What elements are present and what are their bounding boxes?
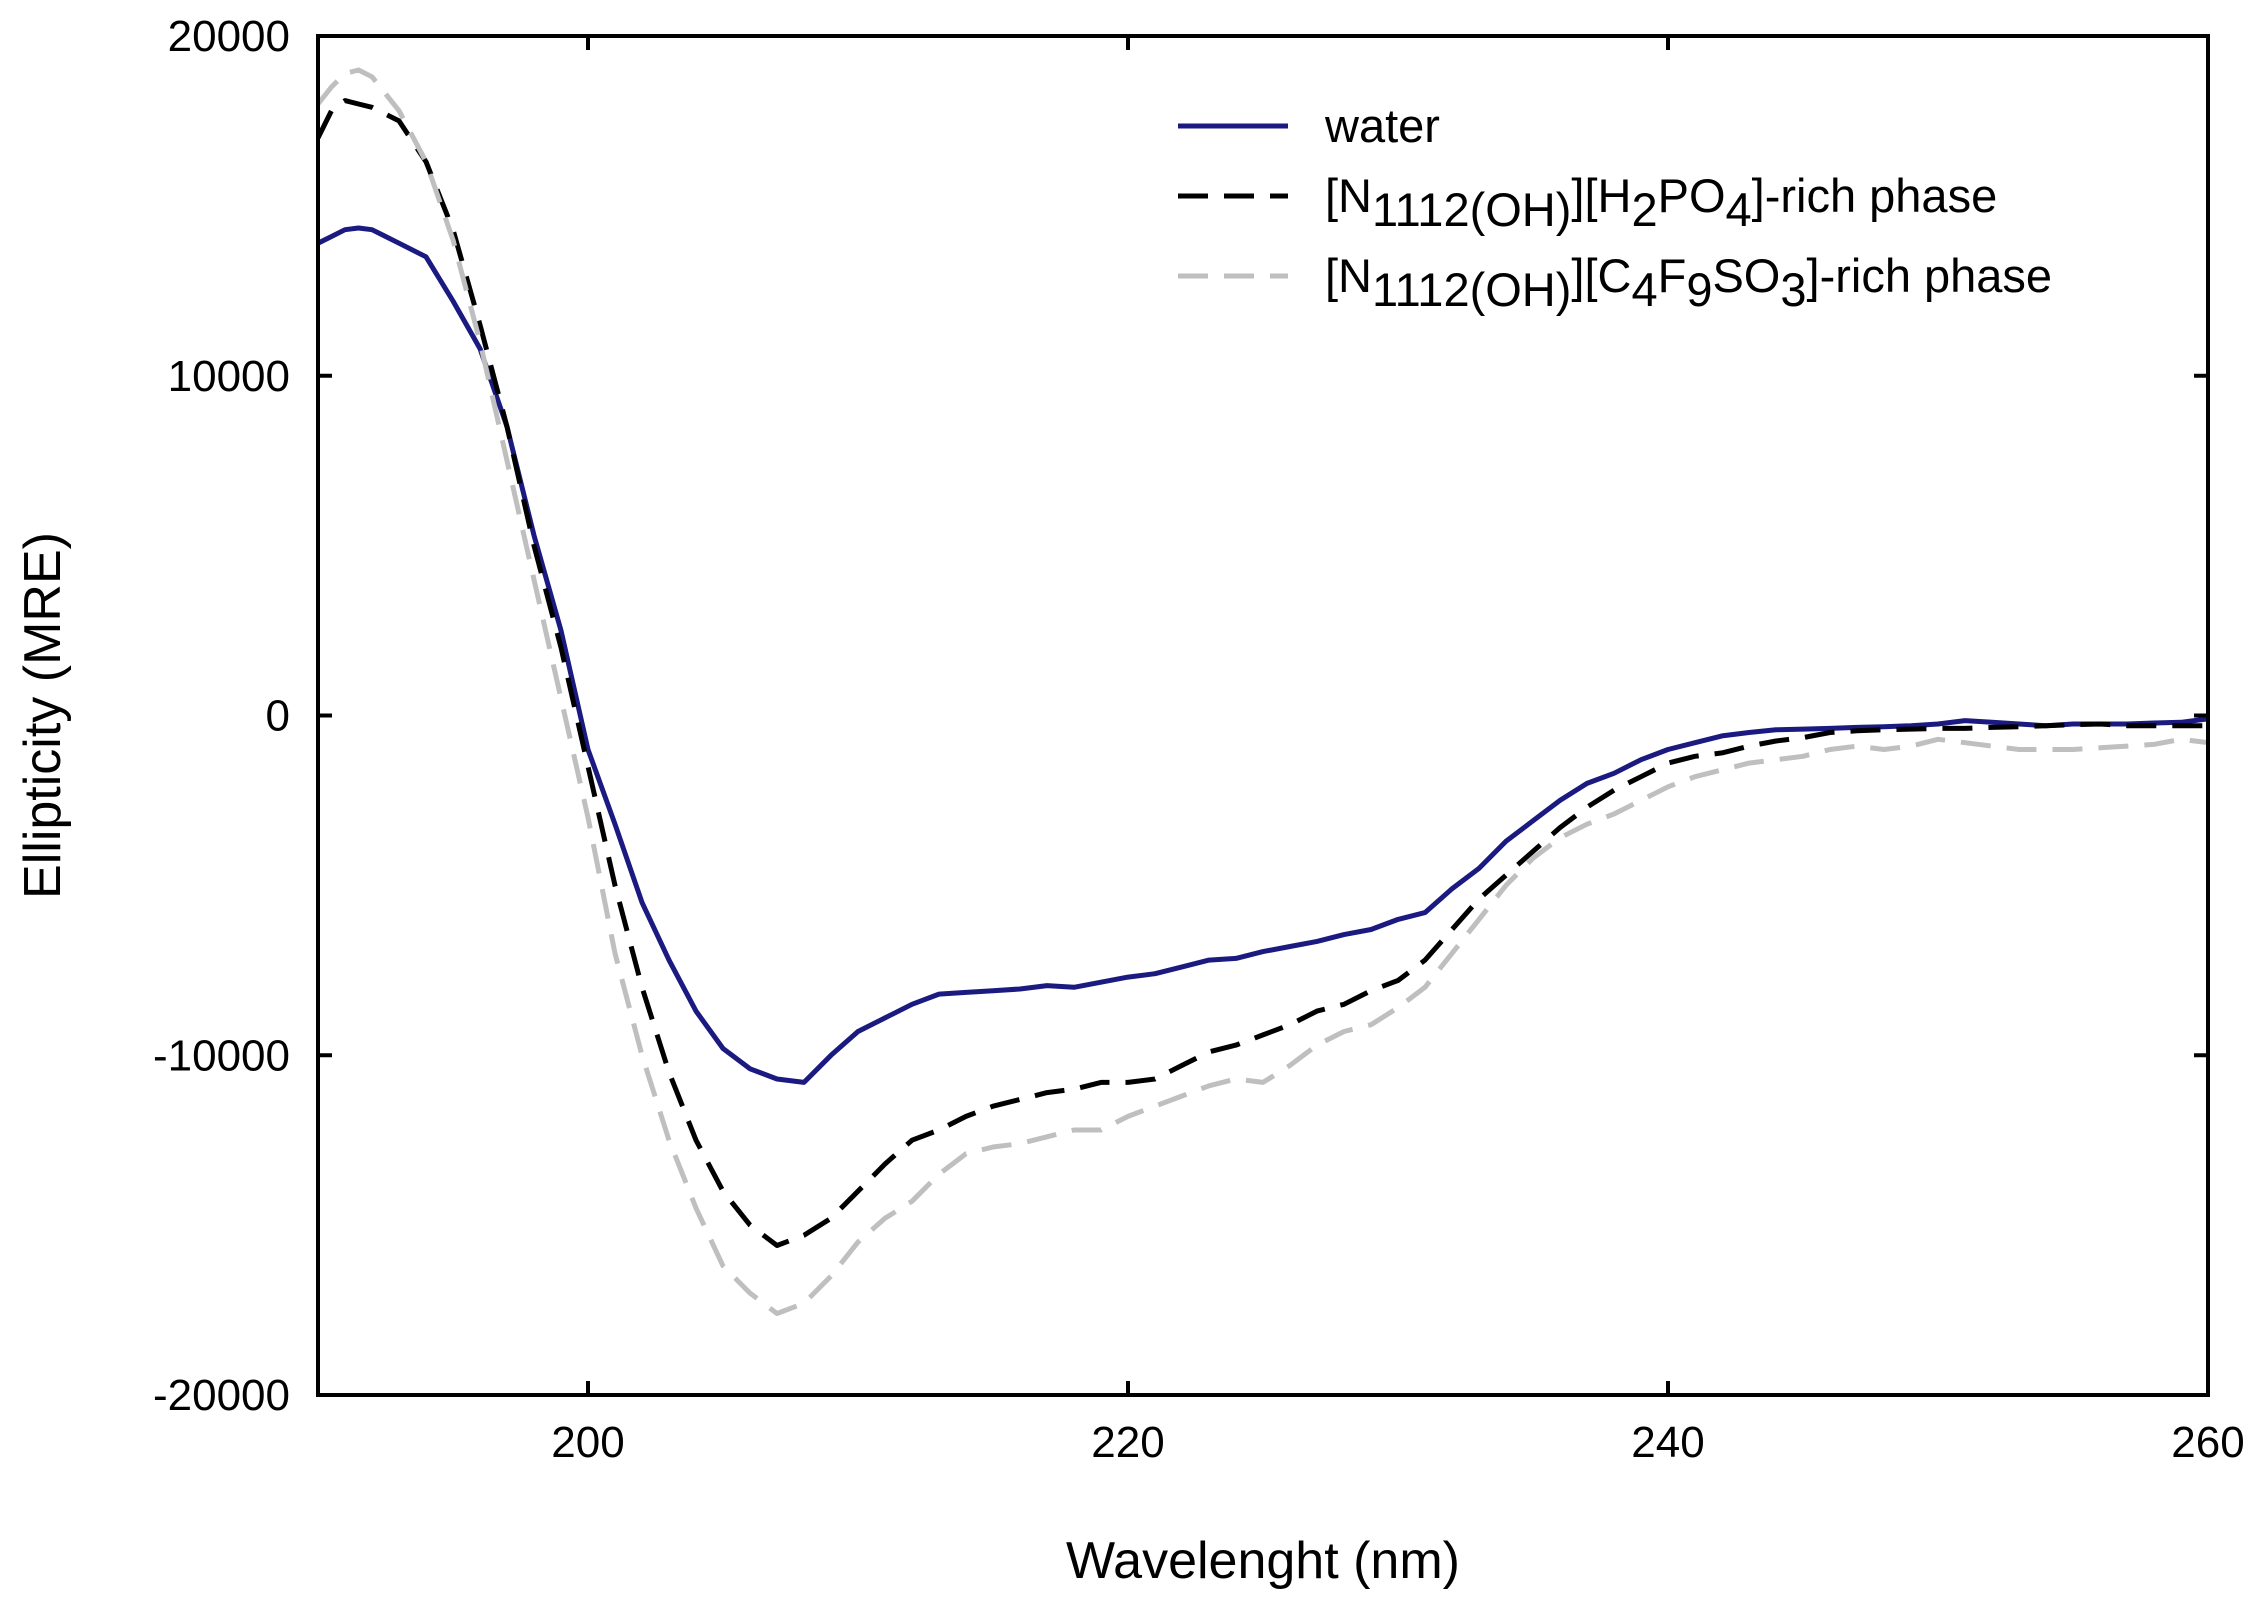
legend-label-3: [N1112(OH)][C4F9SO3]-rich phase (1325, 249, 2052, 316)
series-line-1 (318, 225, 2208, 1085)
legend: water [N1112(OH)][H2PO4]-rich phase [N1112… (1178, 99, 2052, 316)
y-tick-label: 10000 (168, 352, 290, 401)
series-line-2 (318, 98, 2208, 1248)
series-layer (318, 67, 2208, 1316)
plot-area-frame (316, 34, 2210, 1397)
y-tick-label: 20000 (168, 12, 290, 61)
x-tick-label: 260 (2171, 1418, 2244, 1467)
x-tick-label: 200 (551, 1418, 624, 1467)
y-axis-ticks: 20000 10000 0 -10000 -20000 (153, 12, 2208, 1420)
x-axis-title: Wavelenght (nm) (1066, 1532, 1460, 1590)
x-tick-label: 240 (1631, 1418, 1704, 1467)
y-axis-title: Ellipticity (MRE) (14, 532, 72, 899)
legend-label-2: [N1112(OH)][H2PO4]-rich phase (1325, 169, 1997, 236)
y-tick-label: -10000 (153, 1031, 290, 1080)
series-line-3 (318, 67, 2208, 1316)
y-tick-label: 0 (266, 692, 290, 741)
legend-label-1: water (1324, 99, 1440, 152)
y-tick-label: -20000 (153, 1371, 290, 1420)
x-axis-ticks: 200 220 240 260 (551, 36, 2245, 1467)
x-tick-label: 220 (1091, 1418, 1164, 1467)
